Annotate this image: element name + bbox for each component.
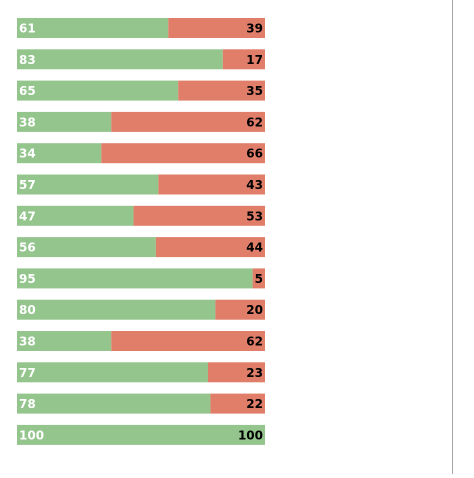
value-label: 62	[246, 115, 263, 129]
value-label: 61	[19, 22, 36, 36]
bar-segment	[252, 268, 265, 289]
bar-segment	[133, 205, 265, 226]
value-label: 78	[19, 397, 36, 411]
bar-segment	[17, 174, 159, 195]
value-label: 65	[19, 84, 36, 98]
bar-segment	[17, 80, 179, 101]
bar-segment	[17, 111, 112, 132]
value-label: 44	[246, 241, 263, 255]
bar-segment	[210, 393, 265, 414]
bar-segment	[17, 393, 211, 414]
value-label: 95	[19, 272, 36, 286]
bar-segment	[17, 49, 223, 70]
bar-segment	[155, 237, 265, 258]
bar-segment	[17, 143, 102, 164]
bar-segment	[178, 80, 265, 101]
bar-segment	[111, 111, 266, 132]
bar-segment	[111, 331, 266, 351]
value-label: 47	[19, 209, 36, 223]
value-label: 38	[19, 335, 36, 349]
bar-segment	[168, 18, 265, 38]
bar-segment	[17, 205, 134, 226]
value-label: 23	[246, 366, 263, 380]
value-label: 5	[255, 272, 263, 286]
value-label: 62	[246, 335, 263, 349]
bar-segment	[17, 331, 112, 351]
value-label: 83	[19, 53, 36, 67]
bar-segment	[17, 362, 208, 383]
value-label: 35	[246, 84, 263, 98]
value-label: 43	[246, 178, 263, 192]
bar-segment	[207, 362, 265, 383]
value-label: 39	[246, 22, 263, 36]
bar-segment	[215, 299, 265, 320]
value-label: 80	[19, 303, 36, 317]
value-label: 17	[246, 53, 263, 67]
bar-segment	[17, 18, 169, 38]
value-label: 38	[19, 115, 36, 129]
value-label: 100	[19, 428, 44, 442]
value-label: 77	[19, 366, 36, 380]
value-label: 22	[246, 397, 263, 411]
bar-segment	[17, 424, 265, 445]
bar-segment	[101, 143, 265, 164]
value-label: 20	[246, 303, 263, 317]
value-label: 53	[246, 209, 263, 223]
bar-segment	[158, 174, 265, 195]
bar-segment	[222, 49, 265, 70]
total-label: 100	[238, 428, 263, 442]
value-label: 34	[19, 147, 36, 161]
value-label: 56	[19, 241, 36, 255]
bar-segment	[17, 268, 253, 289]
bar-segment	[17, 237, 156, 258]
bar-segment	[17, 299, 216, 320]
value-label: 57	[19, 178, 36, 192]
value-label: 66	[246, 147, 263, 161]
